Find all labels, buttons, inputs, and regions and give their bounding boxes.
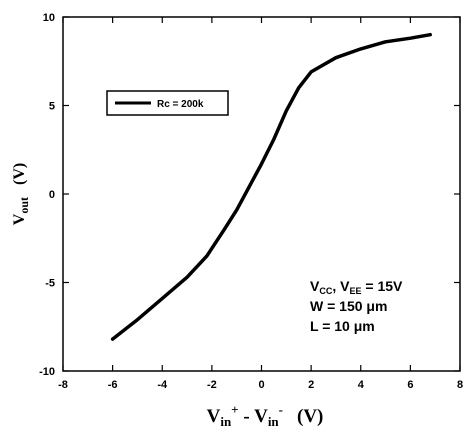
series-layer (110, 32, 432, 341)
annotation-length: L = 10 μm (310, 318, 375, 334)
y-axis-title-sub: out (17, 197, 31, 214)
x-axis-title-v1-sup: + (231, 402, 238, 417)
x-tick-label: -8 (58, 379, 68, 391)
x-axis-title: Vin+ - Vin- (V) (207, 402, 324, 429)
y-axis-title-v: V (11, 213, 28, 225)
legend: Rc = 200k (106, 90, 229, 116)
x-tick-label: 6 (407, 379, 413, 391)
y-tick-label: -5 (45, 278, 55, 290)
annotation-vcc: V (310, 278, 320, 294)
x-tick-label: 2 (308, 379, 314, 391)
parameter-annotation: VCC, VEE = 15V W = 150 μm L = 10 μm (310, 278, 403, 334)
y-tick-label: 10 (43, 12, 55, 24)
x-axis-title-v2-sup: - (279, 402, 283, 417)
x-axis-title-v1-sub: in (220, 414, 232, 429)
annotation-sep: , V (332, 278, 350, 294)
annotation-supply: = 15V (361, 278, 403, 294)
legend-label: Rc = 200k (157, 99, 204, 110)
x-axis-title-dash: - (239, 406, 254, 427)
plot-frame (62, 16, 461, 372)
annotation-width: W = 150 μm (310, 298, 387, 314)
x-tick-label: 4 (358, 379, 365, 391)
y-tick-label: 0 (49, 189, 55, 201)
x-tick-label: -6 (108, 379, 118, 391)
y-axis-title-unit: (V) (11, 163, 28, 185)
y-axis-ticks: -10 -5 0 5 10 (39, 12, 460, 378)
annotation-vee-sub: EE (349, 286, 361, 296)
x-tick-label: 8 (457, 379, 463, 391)
y-axis-title: Vout (V) (11, 163, 31, 225)
x-axis-ticks: -8 -6 -4 -2 0 2 4 6 8 (58, 17, 463, 391)
x-axis-title-v2: V (254, 406, 268, 427)
x-tick-label: 0 (258, 379, 264, 391)
series-line (110, 32, 432, 341)
y-tick-label: -10 (39, 366, 55, 378)
annotation-vcc-sub: CC (319, 286, 332, 296)
x-tick-label: -2 (207, 379, 217, 391)
annotation-line-1: VCC, VEE = 15V (310, 278, 403, 296)
x-axis-title-unit: (V) (297, 406, 323, 427)
x-axis-title-v1: V (207, 406, 221, 427)
x-tick-label: -4 (157, 379, 168, 391)
x-axis-title-v2-sub: in (268, 414, 280, 429)
y-tick-label: 5 (49, 101, 55, 113)
